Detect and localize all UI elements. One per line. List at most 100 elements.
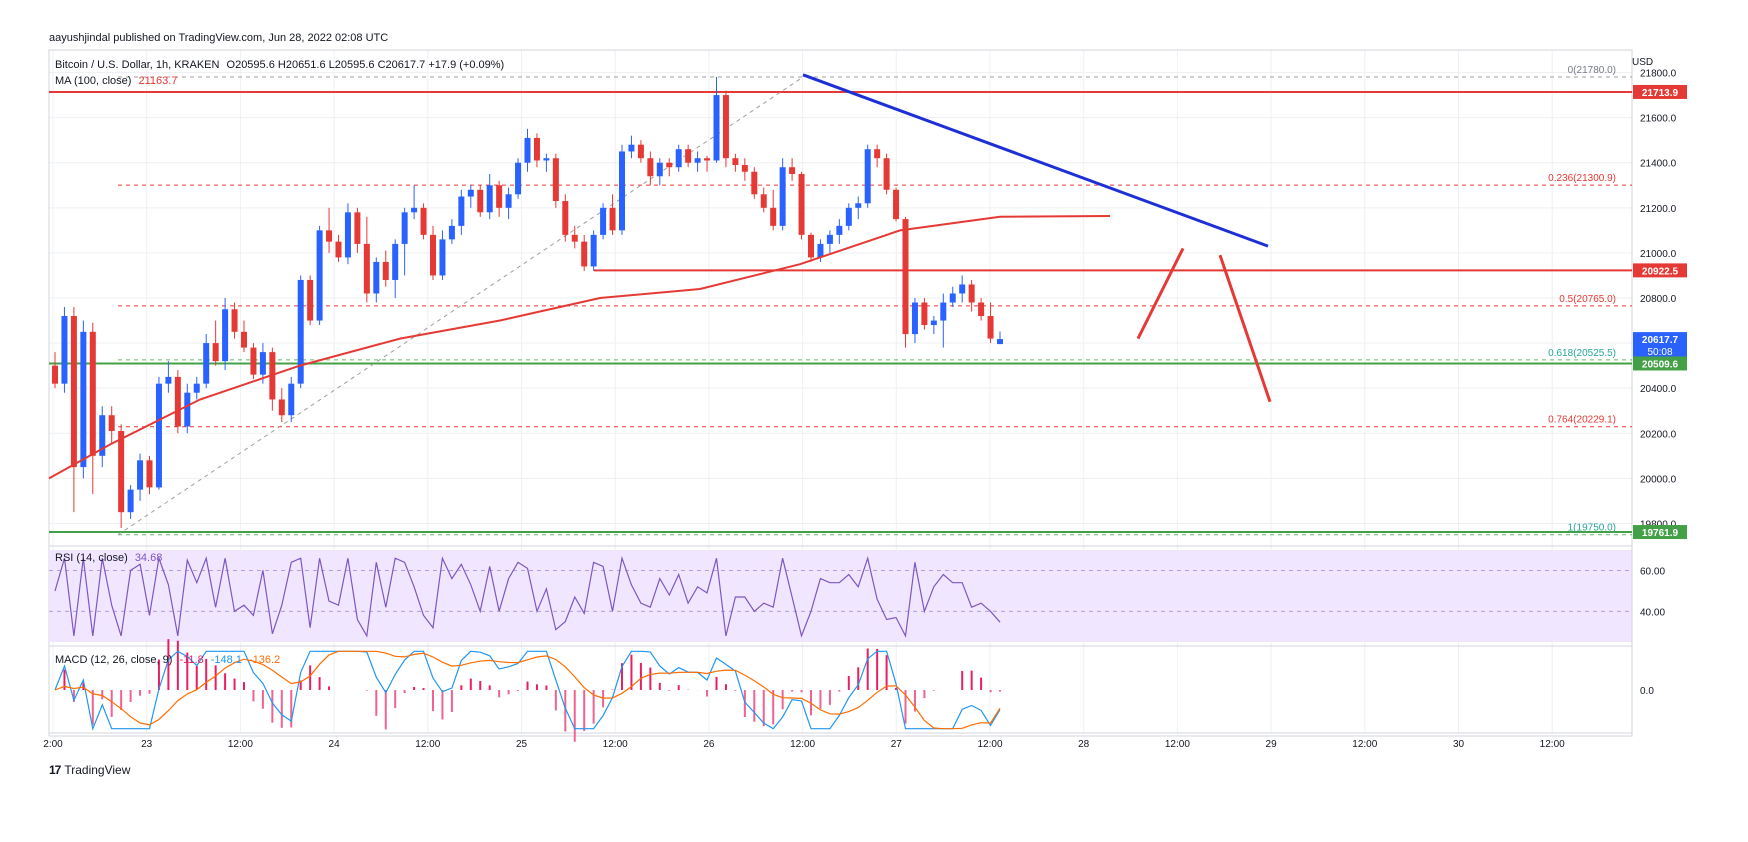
price-tick-8: 20000.0 [1640,474,1677,485]
candle-body-58 [600,207,607,235]
candle-body-22 [259,352,266,375]
fib-levels: 0(21780.0) 0.236(21300.9) 0.5(20765.0) 0.61… [117,65,1632,536]
candle-body-16 [203,343,210,384]
legend-ohlc: O20595.6 H20651.6 L20595.6 C20617.7 +17.… [226,59,505,71]
price-tick-0: 21800.0 [1640,69,1677,80]
legend-macd-value: -11.8 [179,654,204,666]
legend-rsi: RSI (14, close) 34.68 [55,552,166,564]
tag-resistance-top-text: 21713.9 [1642,88,1679,99]
candle-body-68 [694,158,701,163]
time-tick-14: 12:00 [1352,739,1377,750]
legend-rsi-label: RSI (14, close) [55,552,128,564]
tradingview-logo[interactable]: 17 TradingView [49,763,130,777]
candle-body-60 [619,151,625,231]
candle-body-47 [496,185,503,208]
candle-body-69 [704,158,711,161]
candle-body-87 [874,149,881,159]
candle-body-90 [902,219,909,335]
candle-body-52 [543,158,550,161]
candle-body-77 [779,167,786,226]
price-tick-7: 20200.0 [1640,429,1677,440]
time-tick-10: 12:00 [977,739,1002,750]
candle-body-71 [722,95,729,159]
tag-support-low-bg [1633,525,1687,540]
levels [49,90,1632,534]
time-tick-3: 24 [329,739,341,750]
candle-body-8 [127,489,134,513]
tradingview-logo-icon: 17 [49,763,61,777]
candle-body-84 [845,207,852,226]
candle-body-59 [609,207,616,231]
legend-symbol: Bitcoin / U.S. Dollar, 1h, KRAKEN O20595… [55,59,508,71]
candle-body-0 [52,365,58,384]
fib-label-3: 0.618(20525.5) [1548,348,1616,359]
macd-line [54,650,1001,731]
candle-body-18 [222,309,229,362]
rsi-band [49,550,1632,642]
candle-body-73 [741,164,748,172]
fib-label-4: 0.764(20229.1) [1548,415,1616,426]
candle-body-29 [326,230,333,242]
candle-body-100 [997,339,1003,345]
candle-body-72 [732,158,739,165]
candle-body-14 [184,392,191,427]
candle-body-28 [316,230,323,321]
candle-body-27 [307,279,314,321]
fib-label-5: 1(19750.0) [1568,523,1616,534]
candle-body-26 [297,279,304,384]
candle-body-66 [675,149,682,168]
price-tick-5: 20800.0 [1640,294,1677,305]
candle-body-1 [61,316,68,384]
candle-body-63 [647,158,654,177]
candle-body-76 [770,207,777,226]
time-tick-9: 27 [891,739,903,750]
candle-body-9 [137,460,144,490]
candle-body-45 [477,189,484,213]
candle-body-94 [940,302,947,321]
candle-body-40 [430,234,436,276]
tag-support-green-text: 20509.6 [1642,359,1679,370]
time-tick-6: 12:00 [603,739,628,750]
candle-body-78 [789,167,796,174]
candle-body-86 [864,149,871,204]
time-tick-0: 2:00 [43,739,63,750]
candle-body-15 [193,383,200,393]
legend-macd: MACD (12, 26, close, 9) -11.8 -148.1 -13… [55,654,284,666]
time-tick-5: 25 [516,739,528,750]
candle-body-64 [656,162,663,177]
candle-body-67 [685,149,692,163]
candle-body-93 [930,320,937,326]
legend-macd-label: MACD (12, 26, close, 9) [55,654,173,666]
legend-ma: MA (100, close) 21163.7 [55,75,181,87]
candle-body-2 [70,316,77,468]
candle-body-11 [155,383,162,488]
macd-pane [54,639,1001,742]
tag-support-low-text: 19761.9 [1642,528,1679,539]
candle-body-33 [363,243,370,294]
fib-label-2: 0.5(20765.0) [1559,294,1616,305]
time-tick-12: 12:00 [1165,739,1190,750]
candle-body-51 [533,137,540,161]
candle-body-82 [826,234,833,244]
candle-body-80 [808,234,814,258]
fib-connector [117,76,804,536]
candle-body-21 [250,347,257,375]
candle-body-54 [562,201,569,235]
legend-ma-label: MA (100, close) [55,75,132,87]
candle-body-5 [99,415,106,456]
legend-ma-value: 21163.7 [138,75,178,87]
fib-label-1: 0.236(21300.9) [1548,173,1616,184]
price-tick-4: 21000.0 [1640,249,1677,260]
candle-body-65 [666,162,673,168]
time-axis: 2:00 23 12:00 24 12:00 25 12:00 26 12:00 27 12:00 2… [43,739,1565,750]
legend-symbol-name: Bitcoin / U.S. Dollar, 1h, KRAKEN [55,59,220,71]
tag-resistance-mid-bg [1633,263,1687,278]
candle-body-37 [401,212,408,244]
candle-body-4 [89,331,96,456]
time-tick-15: 30 [1453,739,1465,750]
candle-body-13 [174,376,181,427]
candles [52,77,1003,528]
candle-body-83 [836,225,843,235]
